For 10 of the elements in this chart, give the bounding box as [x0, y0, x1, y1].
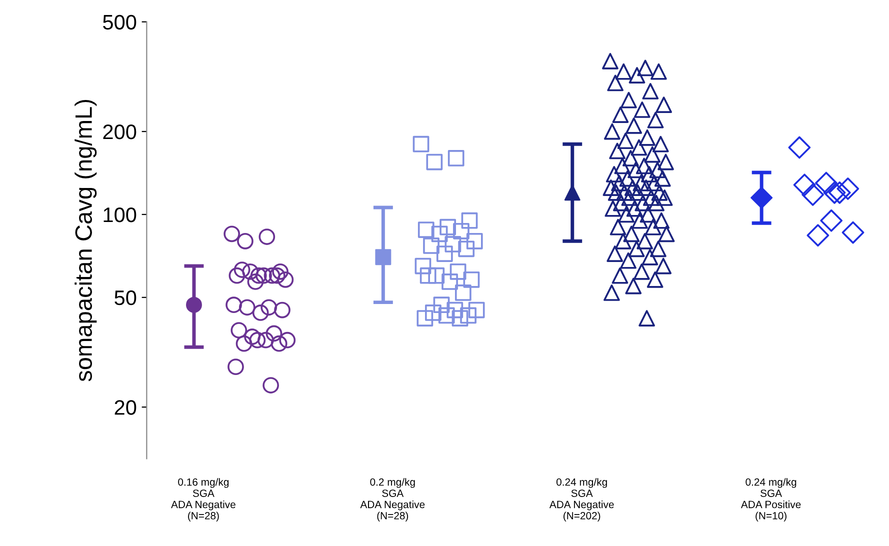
- y-tick-label: 200: [103, 124, 136, 140]
- x-tick-label: 0.24 mg/kg SGA ADA Positive (N=10): [740, 478, 801, 522]
- y-tick-label: 500: [103, 14, 136, 30]
- x-tick-label: 0.2 mg/kg SGA ADA Negative (N=28): [360, 478, 425, 522]
- y-axis-title: somapacitan Cavg (ng/mL): [74, 100, 97, 382]
- y-tick-label: 100: [104, 207, 136, 222]
- y-tick-label: 20: [114, 400, 136, 415]
- x-tick-label: 0.24 mg/kg SGA ADA Negative (N=202): [549, 478, 614, 522]
- y-tick-label: 50: [114, 290, 136, 306]
- x-tick-label: 0.16 mg/kg SGA ADA Negative (N=28): [171, 478, 236, 522]
